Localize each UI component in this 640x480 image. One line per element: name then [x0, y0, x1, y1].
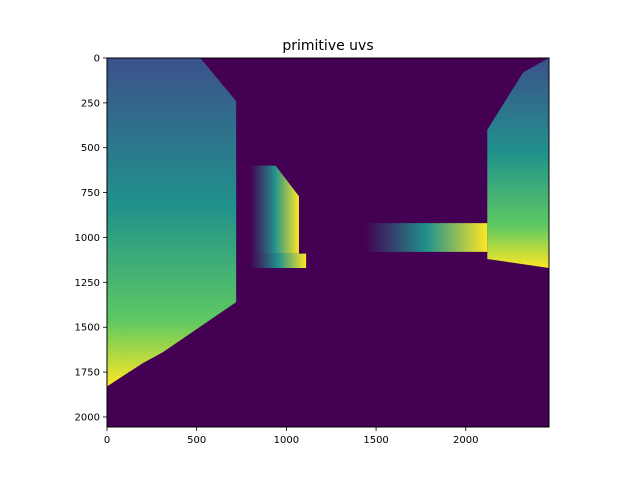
x-tick-label: 1000: [274, 435, 299, 446]
y-tick-label: 1750: [75, 368, 100, 379]
right-wall-region: [487, 58, 549, 268]
image-regions: [107, 58, 549, 387]
x-tick-label: 1500: [363, 435, 388, 446]
plot-frame: [106, 57, 550, 428]
chart-title: primitive uvs: [282, 38, 373, 54]
x-tick-label: 2000: [453, 435, 478, 446]
x-tick-label: 500: [187, 435, 206, 446]
y-tick-label: 750: [81, 188, 100, 199]
y-tick-label: 0: [94, 54, 100, 65]
y-axis: 0 250 500 750 1000 1250 1500 1750 2000: [75, 54, 107, 423]
x-axis: 0 500 1000 1500 2000: [104, 427, 478, 446]
plot-area: [107, 58, 549, 427]
y-tick-label: 1500: [75, 323, 100, 334]
y-tick-label: 2000: [75, 412, 100, 423]
y-tick-label: 1000: [75, 233, 100, 244]
left-box-region: [250, 165, 299, 254]
y-tick-label: 1250: [75, 278, 100, 289]
x-tick-label: 0: [104, 435, 110, 446]
y-tick-label: 250: [81, 98, 100, 109]
left-wall-region: [107, 58, 237, 387]
left-box-base-region: [250, 253, 307, 268]
center-strip-region: [365, 223, 488, 252]
y-tick-label: 500: [81, 143, 100, 154]
